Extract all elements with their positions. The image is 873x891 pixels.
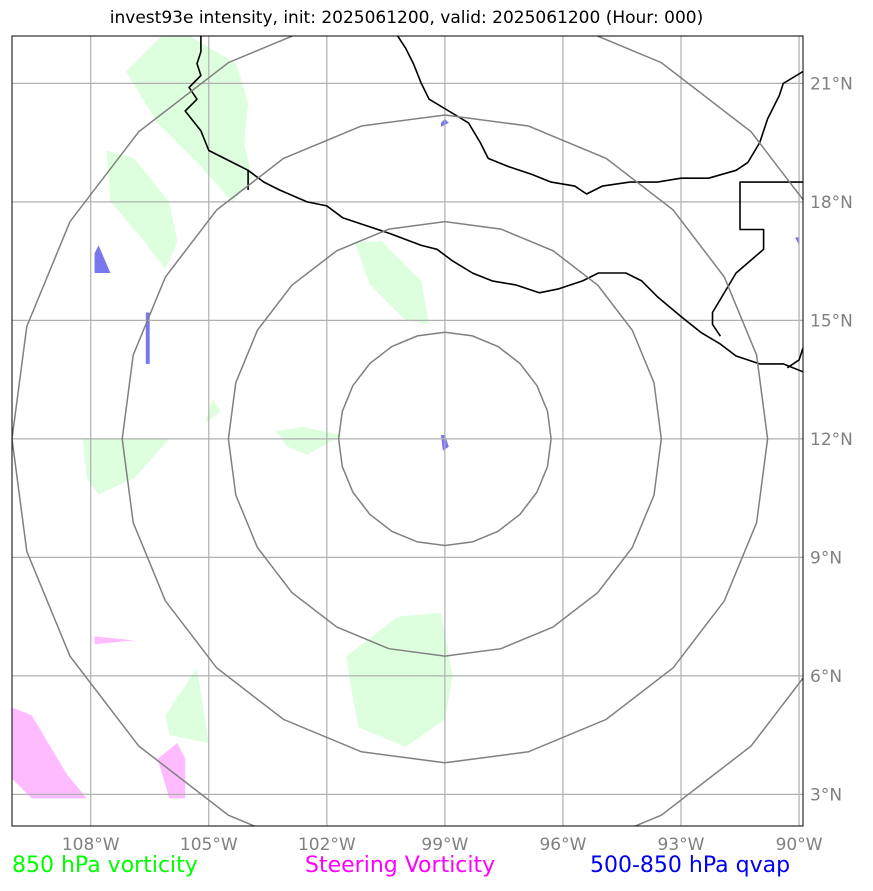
map-title: invest93e intensity, init: 2025061200, v…: [109, 8, 704, 28]
range-ring: [337, 331, 552, 547]
vorticity-850-region: [275, 427, 343, 455]
legend-qvap: 500-850 hPa qvap: [590, 853, 791, 878]
lat-tick-label: 18°N: [810, 193, 853, 213]
lat-tick-label: 15°N: [810, 311, 853, 331]
vorticity-850-region: [354, 241, 430, 325]
lat-tick-label: 9°N: [810, 548, 842, 568]
qvap-region: [795, 237, 800, 246]
vorticity-850-region: [346, 612, 453, 747]
range-ring: [227, 220, 663, 657]
lon-tick-label: 105°W: [180, 835, 238, 855]
lat-tick-label: 3°N: [810, 785, 842, 805]
vorticity-850-region: [126, 36, 253, 202]
tick-labels: 108°W 105°W 102°W 99°W 96°W 93°W 90°W 3°N 6°N 9°N…: [62, 74, 853, 855]
qvap-region: [94, 245, 111, 273]
lat-tick-label: 21°N: [810, 74, 853, 94]
coastline-layer: [184, 36, 803, 373]
coastline: [711, 181, 803, 337]
legend-850-vorticity: 850 hPa vorticity: [12, 853, 198, 878]
coastline: [786, 347, 803, 369]
lon-tick-label: 99°W: [421, 835, 468, 855]
lon-tick-label: 93°W: [658, 835, 705, 855]
vorticity-850-region: [106, 150, 178, 269]
range-ring: [121, 114, 769, 764]
steering-vorticity-region: [94, 636, 134, 645]
gridlines: [12, 36, 803, 826]
lon-tick-label: 108°W: [62, 835, 120, 855]
range-ring: [12, 36, 803, 826]
coastline: [397, 36, 803, 195]
legend-steering-vorticity: Steering Vorticity: [305, 853, 496, 878]
coastline: [184, 36, 803, 373]
lat-tick-label: 12°N: [810, 430, 853, 450]
lon-tick-label: 96°W: [539, 835, 586, 855]
vorticity-850-region: [165, 668, 209, 743]
lon-tick-label: 90°W: [776, 835, 823, 855]
range-rings: [12, 36, 803, 826]
vorticity-850-region: [204, 399, 221, 424]
map-frame: [11, 35, 804, 827]
qvap-region: [145, 312, 150, 364]
lat-tick-label: 6°N: [810, 667, 842, 687]
lon-tick-label: 102°W: [298, 835, 356, 855]
steering-vorticity-region: [12, 707, 87, 799]
